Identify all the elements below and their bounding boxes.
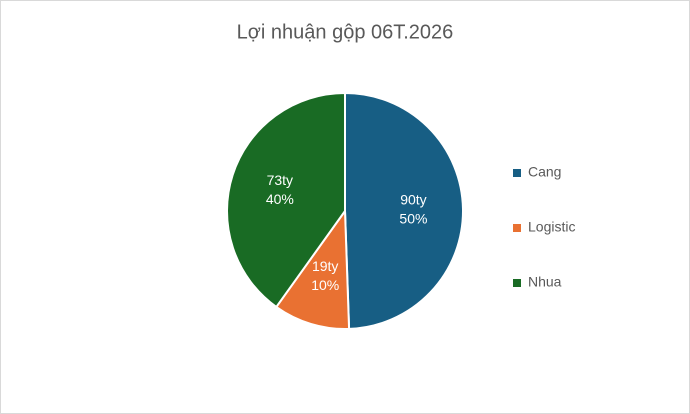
data-label: 19ty [312,258,338,274]
data-label: 90ty [400,192,426,208]
percent-label: 50% [399,211,427,227]
legend-label: Cang [528,164,561,180]
pie-slice [274,208,351,330]
percent-label: 10% [311,277,339,293]
legend-label: Nhua [528,274,562,290]
legend-label: Logistic [528,219,575,235]
legend-swatch [513,279,521,287]
percent-label: 40% [266,191,294,207]
legend-swatch [513,169,521,177]
data-label: 73ty [267,172,293,188]
pie-slice [344,91,464,330]
chart-title: Lợi nhuận gộp 06T.2026 [237,21,454,43]
pie-slice [226,91,346,309]
legend-swatch [513,224,521,232]
